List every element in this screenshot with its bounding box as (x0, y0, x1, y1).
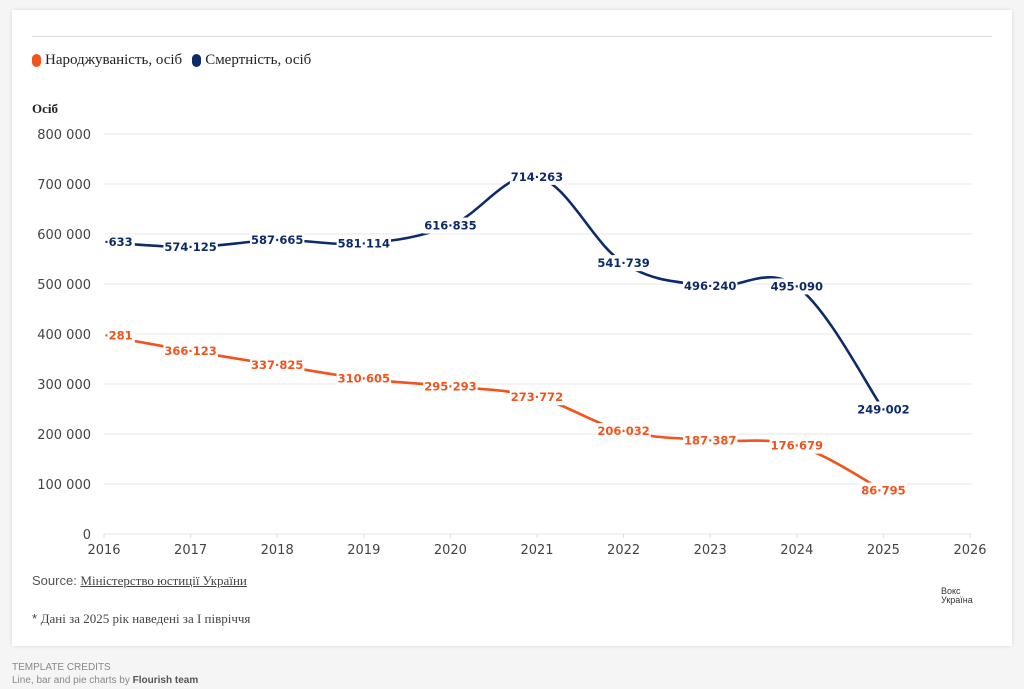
y-tick-label: 700 000 (37, 178, 91, 193)
data-label-births: 86·795 (861, 484, 905, 498)
data-label-births: 310·605 (338, 372, 390, 386)
source-prefix: Source: (32, 573, 81, 588)
data-label-deaths: 249·002 (857, 402, 909, 416)
line-births (104, 334, 885, 492)
y-tick-label: 300 000 (37, 378, 91, 393)
legend: Народжуваність, осіб Смертність, осіб (32, 52, 311, 69)
data-label-births: 187·387 (684, 433, 736, 447)
data-label-bg (509, 168, 565, 185)
x-tick-label: 2020 (434, 543, 467, 558)
data-label-births: ·281 (104, 329, 132, 343)
template-credits: TEMPLATE CREDITS Line, bar and pie chart… (12, 661, 198, 687)
data-label-deaths: 574·125 (164, 240, 216, 254)
data-label-deaths: 714·263 (511, 170, 563, 184)
source-line: Source: Міністерство юстиції України (32, 573, 247, 589)
logo-line-1: Вокс (941, 586, 961, 596)
data-label-bg (683, 277, 738, 294)
data-label-bg (509, 389, 565, 406)
y-tick-label: 400 000 (37, 328, 91, 343)
gridlines (104, 133, 972, 535)
y-tick-label: 100 000 (37, 478, 91, 493)
x-tick-label: 2017 (174, 543, 207, 558)
x-axis-ticks: 2016 2017 2018 2019 2020 2021 2022 2023 2024 2025… (87, 534, 987, 558)
data-label-births: 337·825 (251, 358, 303, 372)
legend-label-deaths: Смертність, осіб (205, 52, 312, 68)
data-label-bg (856, 401, 911, 418)
data-label-bg (859, 482, 907, 499)
x-tick-label: 2018 (261, 543, 294, 558)
x-tick-label: 2026 (953, 543, 986, 558)
x-tick-label: 2019 (347, 543, 380, 558)
data-label-bg (163, 238, 218, 255)
data-label-bg (104, 234, 135, 250)
data-label-deaths: 616·835 (424, 219, 476, 233)
x-tick-label: 2022 (607, 543, 640, 558)
legend-swatch-births (32, 54, 41, 67)
data-label-deaths: 496·240 (684, 279, 736, 293)
footnote-text: Дані за 2025 рік наведені за І півріччя (40, 611, 251, 626)
data-label-deaths: 541·739 (597, 256, 649, 270)
source-link[interactable]: Міністерство юстиції України (80, 573, 247, 588)
y-axis-unit-label: Осіб (32, 101, 58, 116)
footnote-star: * (32, 611, 41, 626)
series-lines (104, 174, 885, 492)
data-label-deaths: 581·114 (338, 236, 390, 250)
credits-prefix: Line, bar and pie charts by (12, 675, 133, 686)
x-tick-label: 2025 (867, 543, 900, 558)
data-label-deaths: 587·665 (251, 233, 303, 247)
x-tick-label: 2021 (520, 543, 553, 558)
credits-text: Line, bar and pie charts by Flourish tea… (12, 674, 198, 687)
credits-heading: TEMPLATE CREDITS (12, 662, 111, 673)
y-tick-label: 200 000 (37, 428, 91, 443)
x-tick-label: 2024 (780, 543, 813, 558)
legend-item-deaths[interactable]: Смертність, осіб (192, 52, 311, 69)
data-label-bg (250, 357, 305, 374)
y-axis-ticks: 0 100 000 200 000 300 000 400 000 500 000 600 … (37, 128, 91, 543)
data-label-births: 273·772 (511, 390, 563, 404)
y-tick-label: 800 000 (37, 128, 91, 143)
data-label-bg (423, 217, 478, 234)
data-label-bg (336, 370, 391, 387)
y-tick-label: 0 (83, 528, 91, 543)
credits-author[interactable]: Flourish team (132, 675, 199, 686)
data-label-bg (683, 432, 738, 449)
data-label-bg (336, 235, 391, 252)
data-label-bg (163, 342, 218, 359)
logo-line-2: Україна (941, 595, 973, 605)
data-label-births: 295·293 (424, 379, 476, 393)
legend-swatch-deaths (192, 54, 202, 67)
data-label-bg (769, 278, 824, 295)
data-label-births: 366·123 (164, 344, 216, 358)
x-tick-label: 2016 (87, 543, 120, 558)
data-label-bg (250, 232, 305, 249)
data-label-deaths: 495·090 (771, 279, 823, 293)
data-label-births: 206·032 (597, 424, 649, 438)
data-label-bg (769, 437, 824, 454)
legend-label-births: Народжуваність, осіб (45, 52, 183, 68)
data-labels: ·281 366·123 337·825 310·605 295·293 273·772 2… (104, 168, 911, 499)
header-divider (32, 36, 992, 37)
data-label-bg (423, 378, 478, 395)
vox-ukraine-logo[interactable]: Вокс Україна (941, 587, 973, 605)
footnote: * Дані за 2025 рік наведені за І піврічч… (32, 611, 250, 627)
y-tick-label: 500 000 (37, 278, 91, 293)
data-label-births: 176·679 (771, 439, 823, 453)
y-tick-label: 600 000 (37, 228, 91, 243)
data-label-deaths: ·633 (104, 235, 132, 249)
line-deaths (104, 174, 885, 411)
data-label-bg (596, 255, 651, 272)
x-tick-label: 2023 (694, 543, 727, 558)
data-label-bg (596, 422, 651, 439)
data-label-bg (104, 327, 135, 344)
legend-item-births[interactable]: Народжуваність, осіб (32, 52, 182, 69)
chart-card: Народжуваність, осіб Смертність, осіб Ос… (12, 10, 1012, 646)
